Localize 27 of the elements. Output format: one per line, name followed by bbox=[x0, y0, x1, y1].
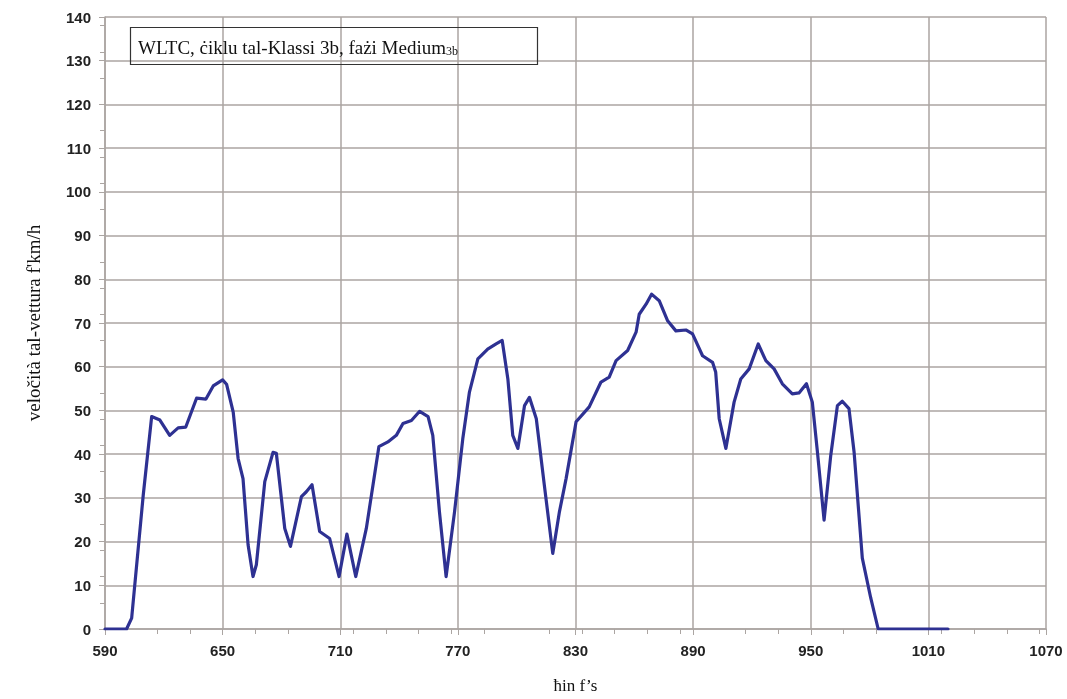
y-tick-label: 100 bbox=[65, 183, 91, 201]
y-tick-label: 70 bbox=[74, 314, 91, 332]
x-tick-label: 1070 bbox=[1029, 642, 1063, 659]
y-tick-label: 80 bbox=[74, 270, 91, 288]
x-tick-label: 950 bbox=[798, 642, 824, 659]
y-tick-label: 30 bbox=[74, 489, 91, 507]
y-tick-label: 110 bbox=[66, 139, 91, 157]
line-series bbox=[103, 292, 950, 631]
x-tick-label: 1010 bbox=[911, 642, 946, 659]
y-axis-title: veločità tal-vettura f'km/h bbox=[23, 224, 44, 422]
y-tick-label: 50 bbox=[74, 401, 91, 419]
y-tick-label: 120 bbox=[65, 95, 91, 113]
x-tick-label: 590 bbox=[92, 642, 118, 659]
x-tick-label: 710 bbox=[327, 642, 353, 659]
y-tick-label: 0 bbox=[82, 620, 91, 638]
x-tick-label: 650 bbox=[210, 642, 236, 659]
x-tick-label: 830 bbox=[562, 642, 589, 659]
x-tick-label: 890 bbox=[680, 642, 706, 659]
y-tick-label: 20 bbox=[74, 533, 91, 551]
y-tick-label: 60 bbox=[74, 358, 91, 376]
y-tick-label: 140 bbox=[65, 8, 91, 26]
y-tick-label: 40 bbox=[74, 445, 91, 463]
y-tick-label: 90 bbox=[74, 227, 91, 245]
y-tick-label: 10 bbox=[74, 576, 91, 594]
y-tick-label: 130 bbox=[65, 52, 91, 70]
x-axis-title: ħin f’s bbox=[553, 676, 598, 695]
x-tick-label: 770 bbox=[445, 642, 471, 659]
